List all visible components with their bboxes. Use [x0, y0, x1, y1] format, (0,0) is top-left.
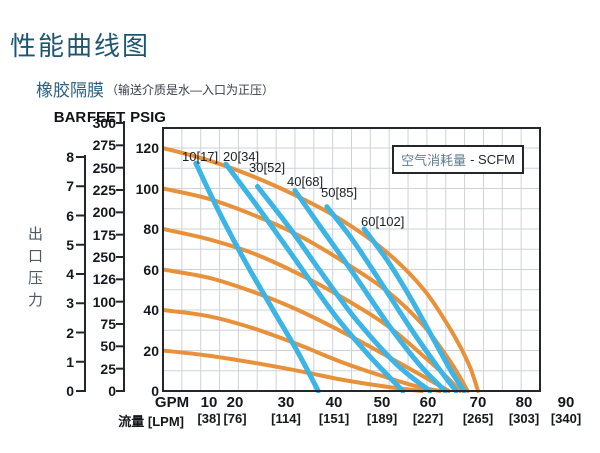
air-curve-label: 50[85]: [321, 185, 358, 200]
bar-tick-label: 1: [66, 353, 74, 370]
bar-tick-label: 0: [66, 383, 74, 399]
lpm-tick-label: [189]: [366, 411, 398, 426]
feet-tick-label: 200: [92, 204, 116, 221]
gpm-tick-label: 20: [226, 394, 244, 411]
air-curve-label: 10[17]: [182, 149, 219, 164]
feet-tick-label: 225: [92, 182, 116, 198]
legend-box: 空气消耗量 - SCFM: [392, 145, 524, 174]
plot-border: [162, 127, 541, 392]
gpm-tick-label: 40: [325, 394, 343, 411]
air-curve-30[52]: [255, 184, 433, 393]
lpm-tick-label: [151]: [318, 411, 350, 426]
psig-tick-label: 0: [151, 383, 159, 399]
lpm-tick-label: [76]: [223, 411, 247, 426]
psig-tick-label: 60: [143, 261, 159, 278]
air-curve-label: 40[68]: [287, 174, 324, 189]
air-curve-60[102]: [361, 226, 467, 393]
gpm-tick-label: 70: [469, 394, 487, 411]
subtitle-note: （输送介质是水—入口为正压）: [106, 83, 275, 97]
unit-header-feet: FEET: [86, 109, 126, 126]
gpm-tick-label: 60: [419, 394, 437, 411]
subtitle-diaphragm-type: 橡胶隔膜: [36, 81, 104, 100]
air-curve-label: 20[34]: [223, 149, 260, 164]
feet-tick-label: 75: [100, 316, 116, 332]
psig-tick-label: 80: [143, 221, 159, 237]
gpm-tick-label: 80: [515, 394, 533, 411]
gpm-tick-label: 90: [557, 394, 575, 411]
bar-tick-label: 8: [66, 149, 74, 165]
page-title: 性能曲线图: [10, 31, 151, 61]
bar-tick-label: 7: [66, 178, 74, 195]
y-axis-title: 出口压力: [26, 226, 43, 314]
lpm-tick-label: [227]: [412, 411, 444, 426]
bar-tick-label: 2: [66, 324, 74, 341]
x-axis-unit-lpm: 流量 [LPM]: [118, 414, 184, 429]
legend-label-cn: 空气消耗量: [401, 153, 467, 168]
air-curve-10[17]: [193, 160, 321, 393]
x-axis-unit-gpm: GPM: [154, 394, 190, 411]
air-curve-20[34]: [223, 161, 406, 393]
lpm-tick-label: [114]: [271, 411, 301, 426]
unit-header-bar: BAR: [53, 109, 87, 126]
chart-subtitle: 橡胶隔膜 （输送介质是水—入口为正压）: [36, 76, 274, 101]
lpm-tick-label: [265]: [462, 411, 494, 426]
lpm-tick-label: [340]: [550, 411, 582, 426]
psig-tick-label: 120: [135, 140, 159, 156]
feet-tick-label: 50: [100, 338, 116, 355]
air-curve-label: 30[52]: [249, 160, 286, 175]
psig-tick-label: 20: [143, 342, 159, 359]
feet-tick-label: 0: [108, 383, 116, 399]
feet-tick-label: 275: [92, 137, 116, 154]
lpm-tick-label: [38]: [197, 411, 221, 426]
feet-tick-label: 175: [92, 226, 116, 243]
feet-tick-label: 250: [92, 159, 116, 176]
air-curve-40[68]: [292, 188, 448, 393]
psig-tick-label: 40: [143, 302, 159, 318]
air-curve-label: 60[102]: [361, 214, 405, 229]
bar-tick-label: 4: [66, 266, 74, 282]
air-curve-50[85]: [324, 204, 459, 393]
feet-tick-label: 100: [92, 293, 116, 310]
feet-tick-label: 25: [100, 360, 116, 377]
lpm-tick-label: [303]: [508, 411, 540, 426]
psig-tick-label: 100: [135, 180, 159, 197]
unit-header-psig: PSIG: [130, 109, 166, 126]
gpm-tick-label: 50: [373, 394, 391, 411]
curves-layer: [163, 146, 480, 393]
feet-tick-label: 126: [92, 271, 116, 288]
bar-tick-label: 6: [66, 207, 74, 224]
water-curve-40psig: [163, 308, 442, 393]
legend-label-en: - SCFM: [470, 152, 515, 167]
feet-tick-label: 250: [92, 249, 116, 265]
bar-tick-label: 3: [66, 295, 74, 312]
water-curve-20psig: [163, 348, 424, 393]
feet-tick-label: 300: [92, 115, 116, 131]
gpm-tick-label: 30: [277, 394, 295, 411]
bar-tick-label: 5: [66, 236, 74, 253]
water-curve-60psig: [163, 267, 451, 393]
gpm-tick-label: 10: [200, 394, 218, 411]
